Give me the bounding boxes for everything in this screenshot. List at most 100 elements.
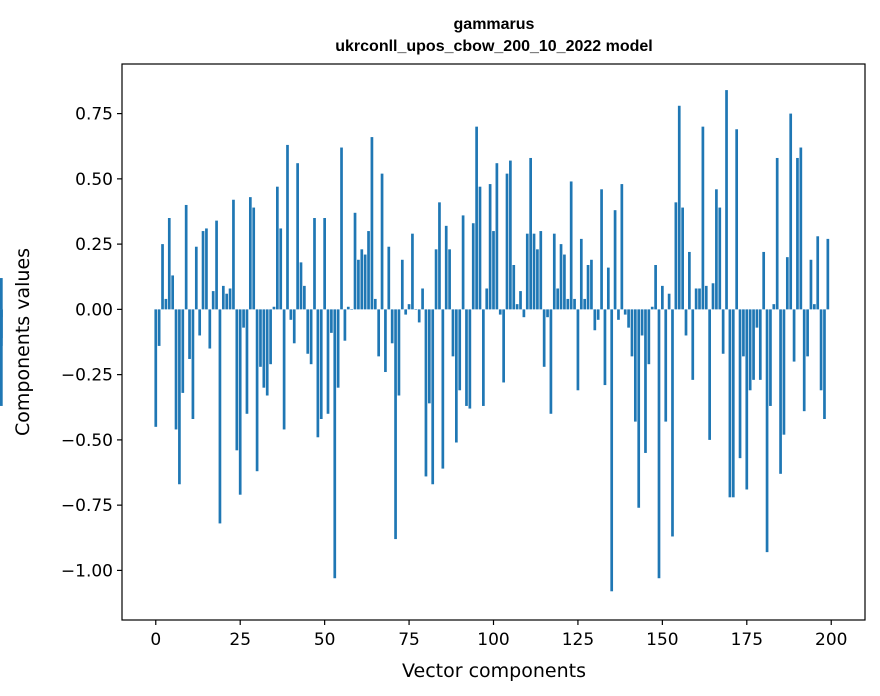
bar [326, 309, 330, 414]
bar [823, 309, 826, 419]
bar [509, 160, 512, 310]
bar [181, 309, 185, 393]
bar [502, 309, 505, 383]
bar [286, 144, 289, 310]
bar [225, 293, 229, 310]
bar [319, 309, 323, 419]
bar [573, 298, 576, 310]
bar [387, 246, 391, 310]
bar [373, 298, 377, 310]
bar [762, 251, 766, 310]
bar [671, 309, 674, 537]
bar [613, 210, 617, 310]
bar [819, 309, 823, 391]
bar [380, 173, 384, 310]
bar [276, 186, 279, 310]
bar [255, 309, 259, 472]
bar [654, 265, 657, 310]
bar [748, 309, 752, 391]
bar [603, 309, 607, 386]
bar [475, 126, 478, 310]
bar [424, 309, 428, 477]
bar [731, 309, 735, 498]
bar [583, 298, 587, 310]
bar [451, 309, 455, 357]
bar [492, 231, 495, 310]
bar [363, 254, 367, 310]
bar [350, 309, 353, 310]
bar [637, 309, 641, 508]
bar [630, 309, 634, 357]
bar [167, 218, 171, 310]
x-tick-label: 0 [150, 630, 161, 650]
bar [569, 181, 573, 310]
bar [248, 197, 252, 310]
bar [576, 309, 580, 391]
bar [515, 304, 519, 310]
bar [590, 259, 593, 310]
bar [647, 309, 651, 365]
bar [721, 309, 725, 354]
bar [752, 309, 755, 380]
y-tick-label: −1.00 [61, 561, 113, 581]
bar [708, 309, 711, 440]
bar [620, 184, 624, 310]
bar [232, 199, 235, 310]
bar [661, 285, 664, 310]
bar [0, 278, 3, 310]
bar [265, 309, 269, 396]
bar [542, 309, 546, 367]
bar [404, 309, 408, 315]
bar [205, 228, 208, 310]
bar [826, 238, 830, 310]
bar [245, 309, 249, 414]
bar [262, 309, 266, 388]
bar [792, 309, 796, 362]
bar [171, 275, 175, 310]
bar [448, 249, 451, 310]
bar [296, 163, 299, 310]
bar [711, 283, 715, 310]
bar [465, 309, 468, 406]
bar [292, 309, 296, 344]
bar [417, 309, 421, 323]
bar [809, 259, 813, 310]
bar [586, 265, 590, 310]
bar [468, 309, 472, 409]
bar [178, 309, 181, 485]
bar [593, 309, 597, 331]
bar [313, 218, 316, 310]
bar [816, 236, 820, 310]
bar [772, 304, 776, 310]
bar [745, 309, 749, 490]
bar [482, 309, 485, 406]
bar [252, 207, 256, 310]
bar [725, 90, 728, 310]
bar [677, 105, 681, 310]
y-tick-label: 0.00 [75, 300, 113, 320]
bar [691, 309, 695, 380]
bar [333, 309, 337, 579]
bar [282, 309, 286, 430]
x-tick-label: 150 [646, 630, 678, 650]
y-tick-label: −0.25 [61, 366, 113, 386]
bar [532, 233, 536, 310]
bar [623, 309, 627, 315]
x-axis-label: Vector components [402, 660, 586, 682]
bar [421, 288, 424, 310]
bar [681, 207, 684, 310]
bar [461, 215, 465, 310]
bar [606, 267, 610, 310]
x-tick-label: 50 [314, 630, 336, 650]
bar [519, 291, 522, 310]
chart-title-line1: gammarus [454, 16, 535, 33]
bar [617, 309, 620, 320]
x-tick-label: 25 [229, 630, 251, 650]
bar [221, 285, 225, 310]
bar [488, 184, 492, 310]
bar [505, 173, 509, 310]
bar [309, 309, 313, 365]
bar [444, 225, 448, 310]
bar [455, 309, 458, 443]
